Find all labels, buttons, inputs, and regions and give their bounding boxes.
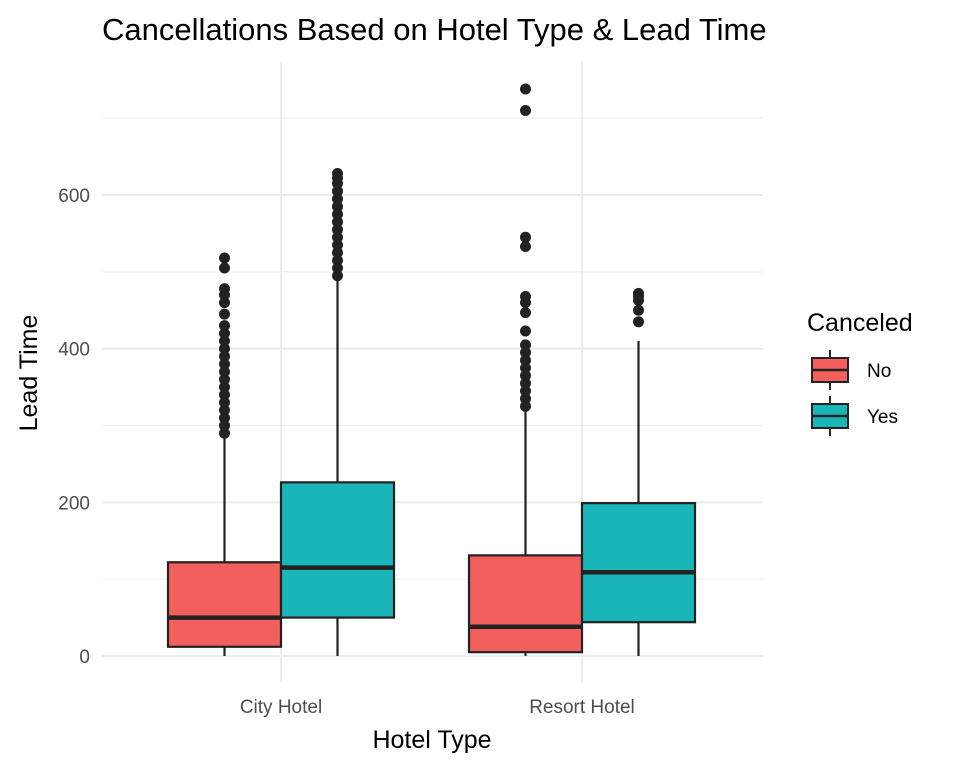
outlier-point: [332, 231, 343, 243]
outlier-point: [219, 252, 230, 264]
outlier-point: [219, 283, 230, 295]
outlier-point: [520, 377, 531, 389]
iqr-box: [467, 554, 584, 654]
box-yes-1: [580, 287, 697, 656]
outlier-point: [219, 389, 230, 401]
x-tick-label: City Hotel: [240, 697, 322, 718]
outlier-point: [219, 343, 230, 355]
outlier-point: [219, 366, 230, 378]
outlier-point: [219, 335, 230, 347]
legend-label: No: [867, 361, 891, 382]
outlier-point: [219, 262, 230, 274]
y-tick-label: 0: [79, 647, 90, 668]
legend-item-yes: Yes: [811, 396, 898, 436]
outlier-point: [520, 362, 531, 374]
iqr-box: [279, 481, 396, 619]
outlier-point: [219, 358, 230, 370]
outlier-point: [520, 290, 531, 302]
outlier-point: [520, 83, 531, 95]
outlier-point: [332, 224, 343, 236]
outlier-point: [332, 254, 343, 266]
outlier-point: [332, 201, 343, 213]
legend-title: Canceled: [807, 309, 913, 337]
box-yes-0: [279, 168, 396, 656]
outlier-point: [332, 239, 343, 251]
box-no-0: [166, 252, 283, 656]
outlier-point: [520, 393, 531, 405]
y-tick-label: 200: [58, 493, 90, 514]
outlier-point: [219, 327, 230, 339]
outlier-point: [520, 105, 531, 117]
box-no-1: [467, 83, 584, 656]
outlier-point: [520, 325, 531, 337]
y-axis-ticks: 0 200 400 600: [58, 186, 90, 668]
boxes: [166, 83, 697, 656]
outlier-point: [332, 208, 343, 220]
outlier-point: [332, 270, 343, 282]
outlier-point: [332, 216, 343, 228]
outlier-point: [633, 304, 644, 316]
outlier-point: [219, 412, 230, 424]
y-tick-label: 400: [58, 340, 90, 361]
outlier-point: [520, 370, 531, 382]
outlier-point: [219, 427, 230, 439]
outlier-point: [520, 385, 531, 397]
iqr-box: [580, 502, 697, 624]
outlier-point: [520, 400, 531, 412]
outlier-point: [520, 347, 531, 359]
outlier-point: [633, 316, 644, 328]
outlier-point: [219, 381, 230, 393]
outlier-point: [520, 231, 531, 243]
x-axis-ticks: City Hotel Resort Hotel: [240, 697, 635, 718]
outlier-point: [520, 241, 531, 253]
outlier-point: [219, 396, 230, 408]
legend-item-no: No: [811, 350, 891, 390]
legend: Canceled No Yes: [807, 309, 913, 436]
legend-label: Yes: [867, 407, 898, 428]
outlier-point: [332, 185, 343, 197]
x-tick-label: Resort Hotel: [529, 697, 635, 718]
outlier-point: [520, 354, 531, 366]
x-axis-title: Hotel Type: [372, 726, 491, 754]
outlier-point: [332, 168, 343, 180]
outlier-point: [520, 339, 531, 351]
outlier-point: [219, 350, 230, 362]
outlier-point: [332, 262, 343, 274]
y-tick-label: 600: [58, 186, 90, 207]
outlier-point: [520, 307, 531, 319]
outlier-point: [219, 404, 230, 416]
y-axis-title: Lead Time: [15, 315, 43, 432]
outlier-point: [219, 297, 230, 309]
outlier-point: [219, 420, 230, 432]
outlier-point: [332, 193, 343, 205]
outlier-point: [219, 373, 230, 385]
chart-title: Cancellations Based on Hotel Type & Lead…: [102, 12, 767, 47]
outlier-point: [219, 308, 230, 320]
outlier-point: [219, 320, 230, 332]
iqr-box: [166, 561, 283, 648]
outlier-point: [633, 287, 644, 299]
outlier-point: [332, 247, 343, 259]
